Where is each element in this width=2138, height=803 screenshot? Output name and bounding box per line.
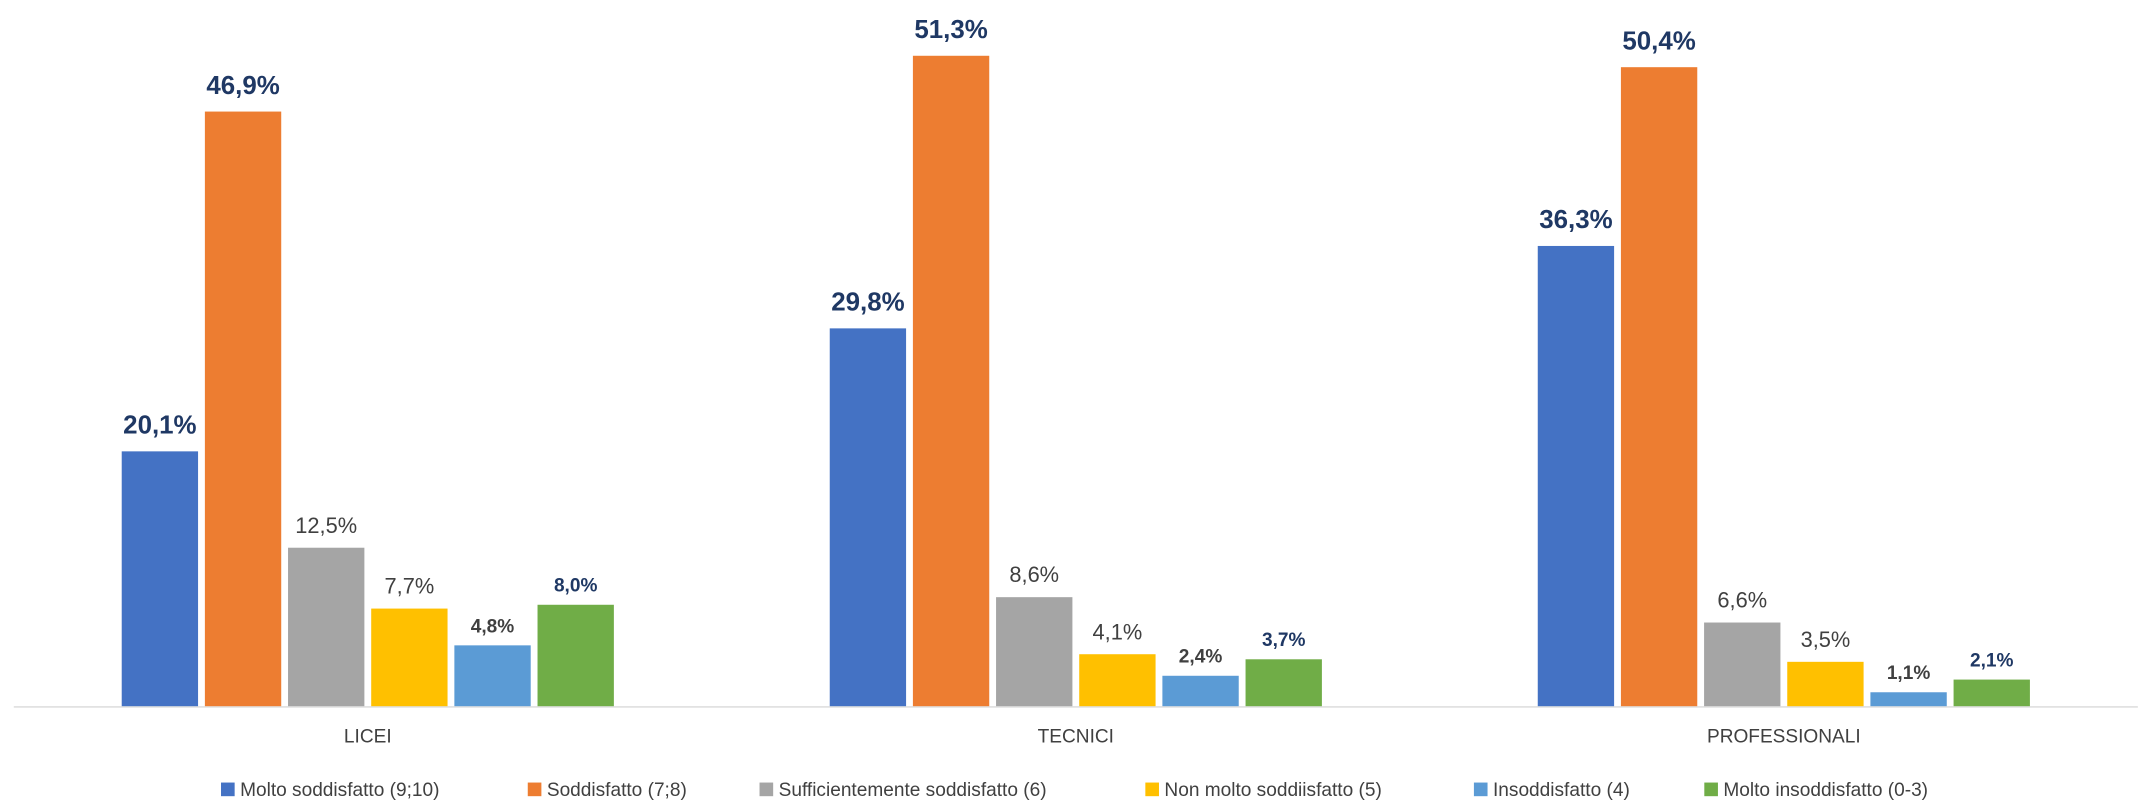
legend-label: Molto soddisfatto (9;10) xyxy=(240,780,439,801)
value-label: 50,4% xyxy=(1622,27,1695,55)
bar xyxy=(1953,679,2030,707)
bar xyxy=(1162,675,1239,707)
legend-swatch xyxy=(527,782,542,797)
bar xyxy=(1245,659,1322,707)
x-tick-label: LICEI xyxy=(344,727,392,748)
bar xyxy=(996,597,1073,707)
value-label: 7,7% xyxy=(385,574,435,599)
legend-swatch xyxy=(759,782,774,797)
legend-label: Non molto soddiisfatto (5) xyxy=(1164,780,1381,801)
bar xyxy=(371,608,448,707)
bar xyxy=(121,451,199,707)
bar xyxy=(1787,661,1864,707)
bar xyxy=(1620,67,1698,707)
bar xyxy=(204,111,282,707)
legend-swatch xyxy=(1704,782,1718,797)
value-label: 3,7% xyxy=(1262,630,1306,651)
bar xyxy=(1079,654,1156,707)
value-label: 8,6% xyxy=(1009,562,1059,587)
legend-swatch xyxy=(1145,782,1159,797)
value-label: 12,5% xyxy=(295,513,357,538)
value-label: 29,8% xyxy=(831,289,904,317)
value-label: 2,1% xyxy=(1970,650,2014,671)
legend-swatch xyxy=(1473,782,1488,797)
value-label: 2,4% xyxy=(1179,647,1223,668)
legend-label: Sufficientemente soddisfatto (6) xyxy=(779,780,1047,801)
bar xyxy=(1704,622,1781,707)
legend-label: Insoddisfatto (4) xyxy=(1493,780,1630,801)
legend-label: Molto insoddisfatto (0-3) xyxy=(1723,780,1928,801)
value-label: 51,3% xyxy=(914,16,987,44)
x-tick-label: TECNICI xyxy=(1038,727,1114,748)
legend-swatch xyxy=(221,782,235,797)
value-label: 46,9% xyxy=(206,72,279,100)
value-label: 1,1% xyxy=(1887,663,1931,684)
value-label: 4,1% xyxy=(1093,619,1143,644)
value-label: 20,1% xyxy=(123,412,196,440)
bar xyxy=(829,328,907,707)
value-label: 4,8% xyxy=(471,616,515,637)
value-label: 8,0% xyxy=(554,576,598,597)
value-label: 3,5% xyxy=(1801,627,1851,652)
bar xyxy=(1870,692,1947,707)
bar xyxy=(537,604,614,707)
bar xyxy=(1537,245,1615,707)
bar xyxy=(454,645,531,707)
bar xyxy=(912,55,990,707)
x-tick-label: PROFESSIONALI xyxy=(1707,727,1861,748)
value-label: 6,6% xyxy=(1717,588,1767,613)
legend-label: Soddisfatto (7;8) xyxy=(547,780,687,801)
value-label: 36,3% xyxy=(1539,206,1612,234)
bar xyxy=(288,547,365,707)
